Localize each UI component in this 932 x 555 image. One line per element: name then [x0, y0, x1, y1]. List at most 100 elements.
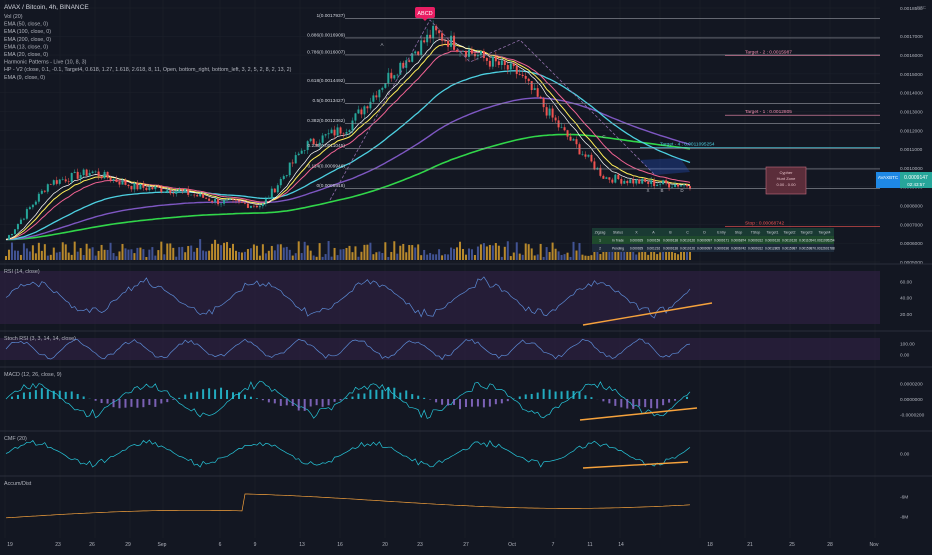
- volume-bar: [107, 250, 109, 260]
- candle-body: [528, 79, 530, 81]
- price-tag-symbol: AVAXBTC: [878, 175, 899, 180]
- macd-histogram-bar: [555, 391, 557, 399]
- candle-body: [65, 179, 67, 181]
- macd-histogram-bar: [686, 397, 688, 399]
- table-header-cell: Entry: [717, 231, 726, 235]
- candle-body: [567, 130, 569, 136]
- candle-body: [575, 139, 577, 144]
- volume-bar: [549, 252, 551, 260]
- candle-body: [680, 185, 682, 186]
- candle-body: [29, 207, 31, 209]
- volume-bar: [169, 243, 171, 260]
- volume-bar: [423, 250, 425, 260]
- candle-body: [62, 179, 64, 180]
- symbol-title: AVAX / Bitcoin, 4h, BINANCE: [4, 4, 89, 11]
- candle-body: [238, 200, 240, 201]
- current-price-tag: AVAXBTC 0.0009147 02:43:57: [876, 172, 932, 188]
- candle-body: [540, 97, 542, 99]
- time-tick: 25: [789, 542, 795, 548]
- macd-histogram-bar: [238, 392, 240, 399]
- volume-bar: [175, 257, 177, 260]
- target-label: Stop : 0.00068742: [745, 221, 785, 227]
- candle-body: [127, 185, 129, 186]
- candle-body: [241, 202, 243, 203]
- candle-body: [17, 224, 19, 229]
- candle-body: [608, 177, 610, 179]
- price-tick: 0.0014000: [900, 91, 923, 97]
- macd-histogram-bar: [423, 398, 425, 399]
- macd-histogram-bar: [501, 399, 503, 403]
- candle-body: [136, 183, 138, 189]
- candle-body: [235, 200, 237, 201]
- volume-bar: [92, 247, 94, 260]
- candle-body: [133, 183, 135, 189]
- volume-bar: [411, 245, 413, 260]
- candle-body: [160, 188, 162, 193]
- macd-histogram-bar: [154, 399, 156, 407]
- macd-histogram-bar: [465, 399, 467, 407]
- macd-histogram-bar: [184, 395, 186, 399]
- volume-bar: [163, 254, 165, 260]
- volume-bar: [567, 253, 569, 260]
- volume-bar: [205, 251, 207, 260]
- candle-body: [626, 181, 628, 183]
- volume-bar: [659, 252, 661, 260]
- macd-histogram-bar: [399, 393, 401, 399]
- volume-bar: [265, 253, 267, 260]
- candle-body: [130, 186, 132, 189]
- volume-bar: [507, 241, 509, 260]
- macd-histogram-bar: [441, 399, 443, 405]
- table-header-cell: Target4: [819, 231, 831, 235]
- macd-histogram-bar: [584, 395, 586, 399]
- table-cell: 0.0009138: [663, 247, 678, 251]
- candle-body: [498, 61, 500, 65]
- table-cell: 0.0011054: [799, 239, 814, 243]
- volume-bar: [378, 252, 380, 260]
- macd-histogram-bar: [166, 399, 168, 402]
- volume-bar: [387, 257, 389, 260]
- candle-body: [417, 51, 419, 54]
- macd-histogram-bar: [262, 399, 264, 400]
- macd-histogram-bar: [59, 391, 61, 399]
- volume-bar: [483, 243, 485, 260]
- time-tick: 11: [587, 542, 592, 548]
- volume-bar: [504, 247, 506, 260]
- volume-bar: [139, 248, 141, 260]
- volume-bar: [262, 244, 264, 260]
- volume-bar: [101, 245, 103, 260]
- table-cell: 0.000929: [630, 247, 644, 251]
- volume-bar: [626, 251, 628, 260]
- macd-histogram-bar: [35, 390, 37, 399]
- candle-body: [86, 170, 88, 176]
- table-cell: 0.0006742: [731, 247, 746, 251]
- candle-body: [244, 203, 246, 204]
- candle-body: [253, 206, 255, 207]
- time-tick: 18: [707, 542, 713, 548]
- candle-body: [614, 175, 616, 183]
- candle-body: [32, 205, 34, 208]
- macd-histogram-bar: [286, 399, 288, 405]
- macd-histogram-bar: [662, 399, 664, 405]
- volume-bar: [417, 244, 419, 260]
- legend-entry: Harmonic Patterns - Live (10, 8, 3): [4, 60, 87, 66]
- volume-bar: [283, 248, 285, 260]
- volume-bar: [450, 248, 452, 260]
- macd-tick: 0.0000000: [900, 397, 923, 403]
- volume-bar: [313, 255, 315, 260]
- candle-body: [513, 64, 515, 66]
- cypher-label: Cypher: [780, 170, 794, 175]
- volume-bar: [172, 248, 174, 260]
- table-header-cell: C: [686, 231, 689, 235]
- volume-bar: [277, 244, 279, 260]
- candle-body: [346, 132, 348, 134]
- volume-bar: [124, 248, 126, 260]
- candle-body: [181, 190, 183, 191]
- candle-body: [354, 113, 356, 120]
- legend-entry: Vol (20): [4, 14, 23, 20]
- volume-bar: [390, 252, 392, 260]
- legend-entry: EMA (20, close, 0): [4, 52, 48, 58]
- candle-body: [98, 172, 100, 177]
- macd-histogram-bar: [644, 399, 646, 407]
